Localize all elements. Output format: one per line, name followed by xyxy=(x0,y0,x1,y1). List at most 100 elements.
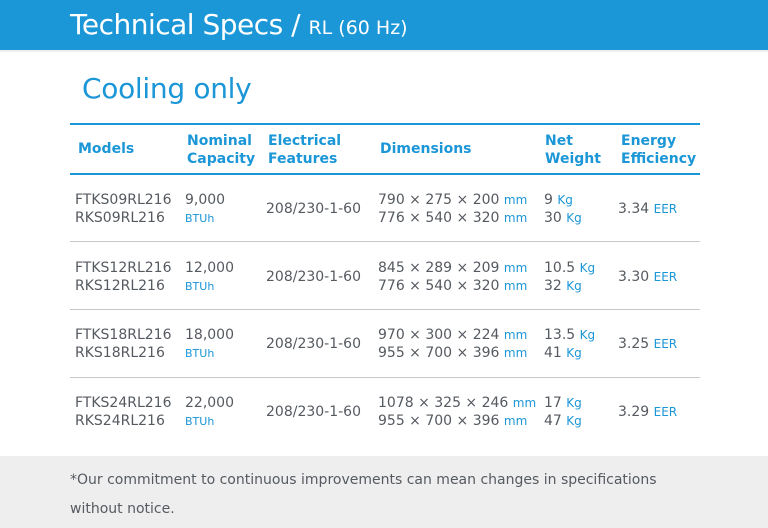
weight-unit: Kg xyxy=(566,346,582,360)
eer-unit: EER xyxy=(653,202,678,216)
header-bar: Technical Specs / RL (60 Hz) xyxy=(0,0,768,50)
dimension-outdoor-cell: 955 × 700 × 396 mm xyxy=(378,344,527,362)
eer-value: 3.34 xyxy=(618,201,650,217)
capacity-cell: 22,000 xyxy=(185,395,234,411)
column-header-electrical-line1: Electrical xyxy=(268,133,342,149)
weight-indoor-cell: 9 Kg xyxy=(544,191,573,209)
specs-panel: Cooling only Models Nominal Capacity Ele… xyxy=(0,52,768,456)
weight-unit: Kg xyxy=(566,396,582,410)
eer-cell: 3.29 EER xyxy=(618,403,677,421)
dimension-unit: mm xyxy=(503,279,528,293)
capacity-unit: BTUh xyxy=(185,280,215,293)
dimension-indoor-cell: 1078 × 325 × 246 mm xyxy=(378,394,536,412)
dimension-unit: mm xyxy=(503,211,528,225)
column-header-weight-line2: Weight xyxy=(545,151,601,167)
dimension-unit: mm xyxy=(512,396,537,410)
page-title: Technical Specs / RL (60 Hz) xyxy=(70,8,408,41)
column-header-electrical-line2: Features xyxy=(268,151,338,167)
model-indoor-cell: FTKS09RL216 xyxy=(75,192,172,208)
eer-unit: EER xyxy=(653,337,678,351)
dimension-outdoor-value: 955 × 700 × 396 xyxy=(378,345,500,361)
page-title-text: Technical Specs / xyxy=(70,8,301,41)
capacity-cell: 9,000 xyxy=(185,192,226,208)
section-title: Cooling only xyxy=(82,72,252,105)
electrical-cell: 208/230-1-60 xyxy=(266,201,361,217)
table-header-bottom-rule xyxy=(70,173,700,175)
table-header-top-rule xyxy=(70,123,700,125)
weight-unit: Kg xyxy=(557,193,573,207)
capacity-unit: BTUh xyxy=(185,347,215,360)
model-indoor-cell: FTKS18RL216 xyxy=(75,327,172,343)
column-header-energy-line1: Energy xyxy=(621,133,677,149)
dimension-unit: mm xyxy=(503,414,528,428)
weight-unit: Kg xyxy=(579,328,596,342)
row-divider xyxy=(70,241,700,242)
dimension-outdoor-value: 955 × 700 × 396 xyxy=(378,413,500,429)
column-header-weight: Net Weight xyxy=(545,132,601,168)
dimension-indoor-value: 970 × 300 × 224 xyxy=(378,327,500,343)
column-header-energy: Energy Efficiency xyxy=(621,132,696,168)
dimension-indoor-value: 1078 × 325 × 246 xyxy=(378,395,509,411)
weight-outdoor-cell: 41 Kg xyxy=(544,344,582,362)
model-outdoor-cell: RKS18RL216 xyxy=(75,345,165,361)
model-indoor-cell: FTKS12RL216 xyxy=(75,260,172,276)
weight-unit: Kg xyxy=(566,414,582,428)
weight-indoor-value: 9 xyxy=(544,192,553,208)
column-header-electrical: Electrical Features xyxy=(268,132,341,168)
page-subtitle: RL (60 Hz) xyxy=(308,17,408,39)
weight-unit: Kg xyxy=(566,211,582,225)
dimension-unit: mm xyxy=(503,261,528,275)
eer-value: 3.30 xyxy=(618,269,650,285)
weight-outdoor-value: 47 xyxy=(544,413,562,429)
weight-indoor-cell: 10.5 Kg xyxy=(544,259,595,277)
electrical-cell: 208/230-1-60 xyxy=(266,269,361,285)
eer-value: 3.29 xyxy=(618,404,650,420)
dimension-outdoor-value: 776 × 540 × 320 xyxy=(378,210,500,226)
column-header-capacity: Nominal Capacity xyxy=(187,132,255,168)
eer-value: 3.25 xyxy=(618,336,650,352)
eer-unit: EER xyxy=(653,405,678,419)
dimension-outdoor-cell: 776 × 540 × 320 mm xyxy=(378,277,527,295)
capacity-cell: 12,000 xyxy=(185,260,234,276)
column-header-dimensions: Dimensions xyxy=(380,141,472,157)
capacity-cell: 18,000 xyxy=(185,327,234,343)
dimension-indoor-value: 845 × 289 × 209 xyxy=(378,260,500,276)
dimension-outdoor-cell: 955 × 700 × 396 mm xyxy=(378,412,527,430)
eer-cell: 3.34 EER xyxy=(618,200,677,218)
weight-indoor-value: 17 xyxy=(544,395,562,411)
column-header-weight-line1: Net xyxy=(545,133,573,149)
dimension-indoor-cell: 970 × 300 × 224 mm xyxy=(378,326,527,344)
dimension-outdoor-value: 776 × 540 × 320 xyxy=(378,278,500,294)
weight-outdoor-cell: 47 Kg xyxy=(544,412,582,430)
dimension-unit: mm xyxy=(503,328,528,342)
weight-indoor-cell: 13.5 Kg xyxy=(544,326,595,344)
capacity-unit: BTUh xyxy=(185,212,215,225)
model-outdoor-cell: RKS12RL216 xyxy=(75,278,165,294)
weight-outdoor-value: 30 xyxy=(544,210,562,226)
weight-unit: Kg xyxy=(579,261,596,275)
weight-outdoor-value: 41 xyxy=(544,345,562,361)
column-header-energy-line2: Efficiency xyxy=(621,151,697,167)
weight-outdoor-cell: 32 Kg xyxy=(544,277,582,295)
eer-cell: 3.30 EER xyxy=(618,268,677,286)
footer-disclaimer: *Our commitment to continuous improvemen… xyxy=(70,472,657,517)
dimension-outdoor-cell: 776 × 540 × 320 mm xyxy=(378,209,527,227)
row-divider xyxy=(70,309,700,310)
column-header-capacity-line2: Capacity xyxy=(187,151,256,167)
eer-cell: 3.25 EER xyxy=(618,335,677,353)
weight-indoor-value: 13.5 xyxy=(544,327,576,343)
model-indoor-cell: FTKS24RL216 xyxy=(75,395,172,411)
dimension-indoor-value: 790 × 275 × 200 xyxy=(378,192,500,208)
weight-indoor-cell: 17 Kg xyxy=(544,394,582,412)
dimension-unit: mm xyxy=(503,193,528,207)
column-header-models: Models xyxy=(78,141,135,157)
electrical-cell: 208/230-1-60 xyxy=(266,404,361,420)
dimension-indoor-cell: 790 × 275 × 200 mm xyxy=(378,191,527,209)
weight-indoor-value: 10.5 xyxy=(544,260,576,276)
footer: *Our commitment to continuous improvemen… xyxy=(0,456,768,528)
electrical-cell: 208/230-1-60 xyxy=(266,336,361,352)
weight-outdoor-value: 32 xyxy=(544,278,562,294)
column-header-capacity-line1: Nominal xyxy=(187,133,252,149)
eer-unit: EER xyxy=(653,270,678,284)
weight-unit: Kg xyxy=(566,279,582,293)
